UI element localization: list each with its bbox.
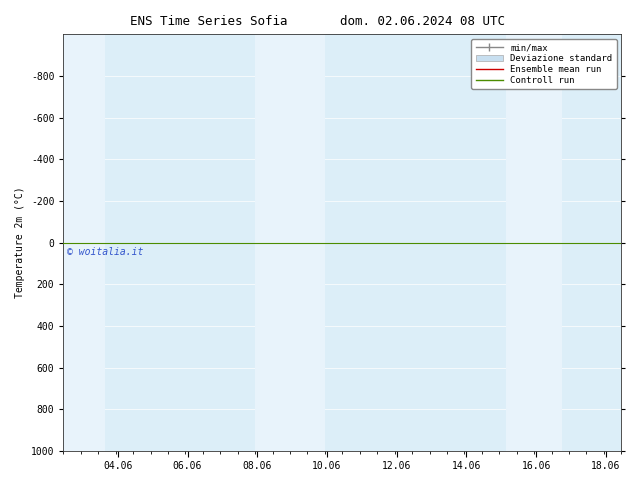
Legend: min/max, Deviazione standard, Ensemble mean run, Controll run: min/max, Deviazione standard, Ensemble m… bbox=[471, 39, 617, 89]
Text: ENS Time Series Sofia       dom. 02.06.2024 08 UTC: ENS Time Series Sofia dom. 02.06.2024 08… bbox=[129, 15, 505, 28]
Text: © woitalia.it: © woitalia.it bbox=[67, 247, 143, 257]
Bar bbox=[506, 34, 562, 451]
Bar bbox=[63, 34, 105, 451]
Bar bbox=[255, 34, 325, 451]
Y-axis label: Temperature 2m (°C): Temperature 2m (°C) bbox=[15, 187, 25, 298]
